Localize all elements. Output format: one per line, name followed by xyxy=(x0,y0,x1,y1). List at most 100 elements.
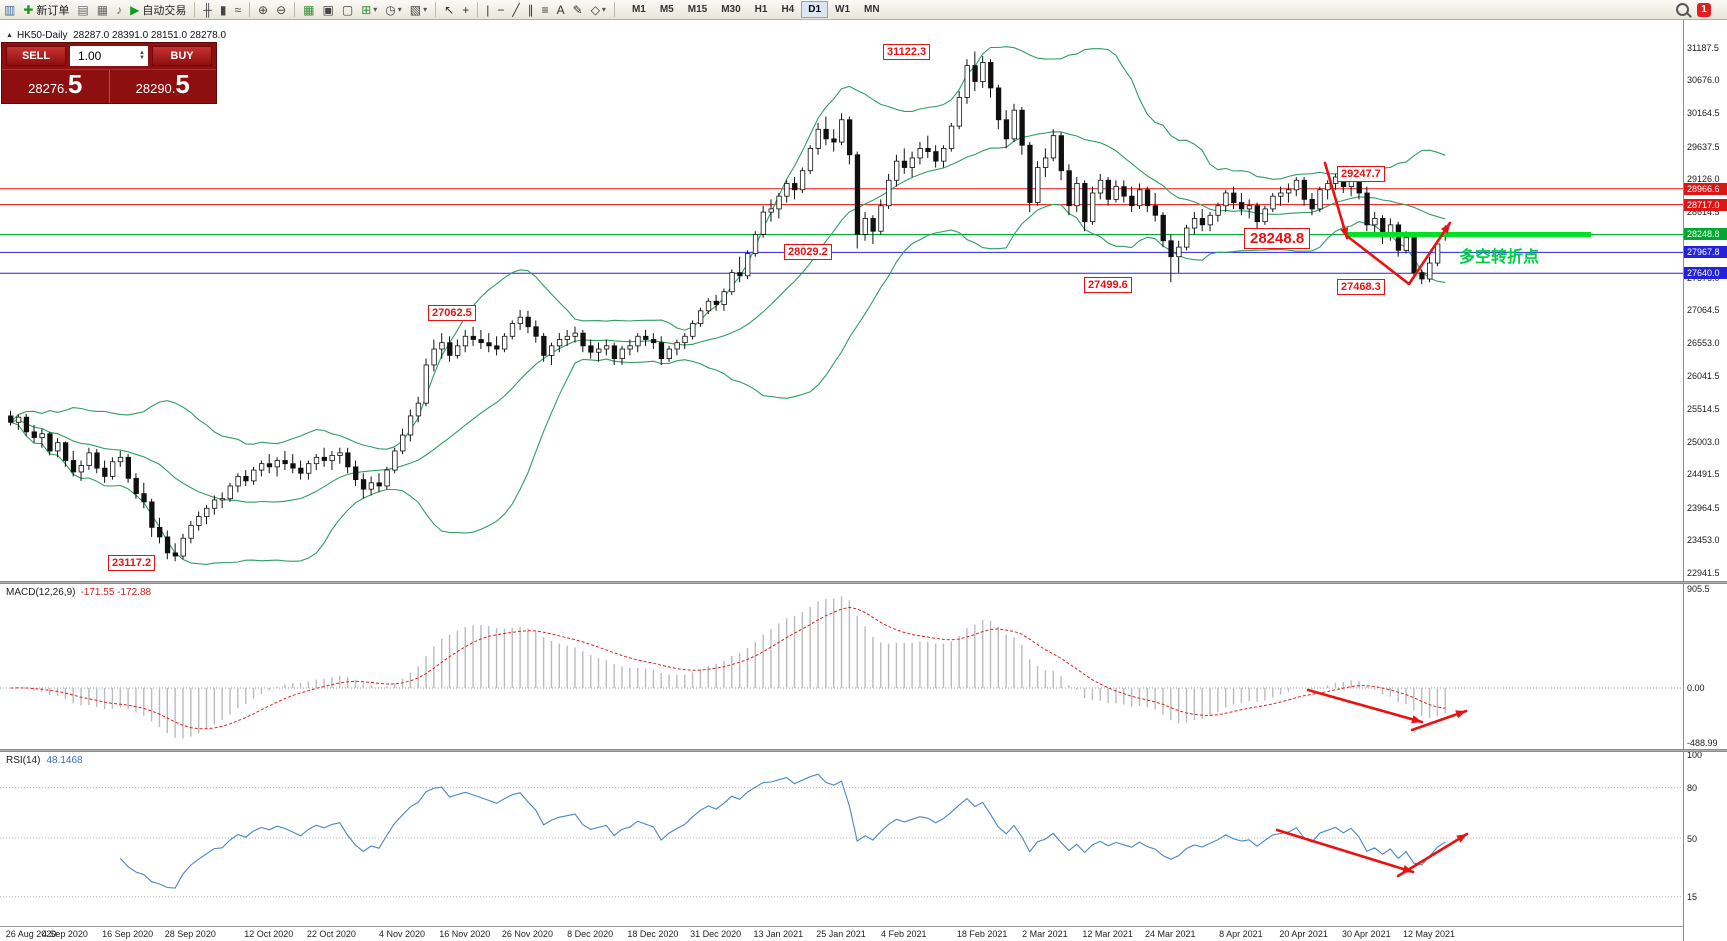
fibonacci-icon[interactable]: ≡ xyxy=(538,1,553,19)
label-icon[interactable]: ✎ xyxy=(569,1,587,19)
vertical-line-icon[interactable]: | xyxy=(482,1,493,19)
text-icon[interactable]: A xyxy=(553,1,569,19)
price-tick: 28614.5 xyxy=(1687,206,1720,217)
chart-symbol-icon[interactable]: ▥ xyxy=(0,1,19,19)
price-callout[interactable]: 28248.8 xyxy=(1244,228,1311,249)
autotrade-button[interactable]: ▶ 自动交易 xyxy=(126,1,190,19)
tile-windows-icon[interactable]: ▦ xyxy=(299,1,318,19)
toolbar-buttons: ▥ ✚ 新订单 ▤ ▦ ♪ ▶ 自动交易 ╫ ▮ ≈ ⊕ ⊖ ▦ ▣ ▢ ⊞ ▾ ◷ ▾ ▧ ▾ ↖ + | − ╱ ∥ ≡ A ✎ ◇ ▾ xyxy=(0,0,619,19)
date-label: 28 Sep 2020 xyxy=(164,929,216,939)
timeframe-d1[interactable]: D1 xyxy=(801,1,829,18)
rsi-panel[interactable] xyxy=(0,752,1683,926)
macd-panel[interactable] xyxy=(0,584,1683,749)
date-label: 20 Apr 2021 xyxy=(1279,929,1328,939)
timeframe-h4[interactable]: H4 xyxy=(781,4,795,15)
templates-button-glyph: ▧ xyxy=(409,2,422,17)
rsi-tick: 80 xyxy=(1687,783,1698,794)
crosshair-icon-glyph: + xyxy=(462,2,470,17)
timeframe-mn[interactable]: MN xyxy=(864,4,880,15)
vertical-line-icon-glyph: | xyxy=(486,2,490,17)
buy-price[interactable]: 28290.5 xyxy=(108,70,217,103)
sell-price[interactable]: 28276.5 xyxy=(28,69,83,99)
timeframe-m1[interactable]: M1 xyxy=(631,4,646,15)
search-icon[interactable] xyxy=(1676,3,1689,16)
date-label: 25 Jan 2021 xyxy=(816,929,866,939)
panel-separator[interactable] xyxy=(0,749,1727,752)
crosshair-icon[interactable]: + xyxy=(458,1,473,19)
periods-button[interactable]: ◷ ▾ xyxy=(381,1,406,19)
profiles-icon-glyph: ▦ xyxy=(96,2,109,17)
timeframe-m5[interactable]: M5 xyxy=(659,4,674,15)
autotrade-button-glyph: ▶ xyxy=(130,2,140,17)
price-tick: 29126.0 xyxy=(1687,174,1720,185)
price-tick: 23964.5 xyxy=(1687,502,1720,513)
arrange-windows-icon-glyph: ▢ xyxy=(341,2,354,17)
price-callout[interactable]: 29247.7 xyxy=(1337,166,1385,182)
trendline-icon-glyph: ╱ xyxy=(512,2,520,17)
zoom-out-icon[interactable]: ⊖ xyxy=(272,1,290,19)
line-price-label: 28248.8 xyxy=(1684,228,1727,241)
price-tick: 24491.5 xyxy=(1687,469,1720,480)
profiles-icon[interactable]: ▦ xyxy=(93,1,112,19)
panel-separator[interactable] xyxy=(0,581,1727,584)
arrange-windows-icon[interactable]: ▢ xyxy=(338,1,357,19)
rsi-indicator-label: RSI(14) 48.1468 xyxy=(6,755,83,766)
cascade-windows-icon[interactable]: ▣ xyxy=(319,1,338,19)
trendline-icon[interactable]: ╱ xyxy=(508,1,523,19)
collapse-triangle-icon[interactable]: ▲ xyxy=(6,32,13,39)
horizontal-line-icon[interactable]: − xyxy=(493,1,508,19)
cursor-icon[interactable]: ↖ xyxy=(440,1,458,19)
volume-input[interactable]: 1.00 ▲ ▼ xyxy=(70,46,148,66)
channel-icon[interactable]: ∥ xyxy=(524,1,538,19)
zoom-in-icon[interactable]: ⊕ xyxy=(254,1,272,19)
line-chart-icon[interactable]: ≈ xyxy=(230,1,245,19)
date-label: 12 Mar 2021 xyxy=(1082,929,1133,939)
price-callout[interactable]: 27468.3 xyxy=(1337,279,1385,295)
timeframe-h1[interactable]: H1 xyxy=(754,4,768,15)
date-label: 2 Mar 2021 xyxy=(1022,929,1068,939)
timeframe-m30[interactable]: M30 xyxy=(721,4,741,15)
zoom-out-icon-glyph: ⊖ xyxy=(276,2,287,17)
price-tick: 27064.5 xyxy=(1687,305,1720,316)
horizontal-line-icon-glyph: − xyxy=(497,2,505,17)
autotrade-button-label: 自动交易 xyxy=(142,4,187,17)
price-chart[interactable] xyxy=(0,20,1683,581)
price-callout[interactable]: 23117.2 xyxy=(108,555,156,571)
candlestick-chart-icon[interactable]: ▮ xyxy=(216,1,231,19)
bar-chart-icon-glyph: ╫ xyxy=(203,2,212,17)
caret-down-icon: ▾ xyxy=(373,5,378,14)
price-tick: 31187.5 xyxy=(1687,42,1719,53)
timeframe-w1[interactable]: W1 xyxy=(835,4,851,15)
buy-button[interactable]: BUY xyxy=(152,46,212,66)
toolbar-separator xyxy=(194,2,196,17)
sell-button[interactable]: SELL xyxy=(6,46,66,66)
price-callout[interactable]: 27499.6 xyxy=(1084,277,1132,293)
timeframe-m15[interactable]: M15 xyxy=(687,4,708,15)
volume-spinner-icon[interactable]: ▲ ▼ xyxy=(139,50,145,61)
shapes-button[interactable]: ◇ ▾ xyxy=(587,1,610,19)
price-callout[interactable]: 28029.2 xyxy=(784,244,832,260)
new-order-button[interactable]: ✚ 新订单 xyxy=(19,1,73,19)
fibonacci-icon-glyph: ≡ xyxy=(541,2,549,17)
volume-value: 1.00 xyxy=(78,49,102,63)
indicators-button[interactable]: ⊞ ▾ xyxy=(357,1,381,19)
toolbar-right: 1 xyxy=(1676,2,1711,17)
annotation-text[interactable]: 多空转折点 xyxy=(1459,249,1540,266)
macd-tick: 0.00 xyxy=(1687,683,1705,694)
one-click-trading-panel: SELL 1.00 ▲ ▼ BUY 28276.5 28290.5 xyxy=(1,42,217,104)
alerts-icon[interactable]: ♪ xyxy=(112,1,126,19)
notification-badge[interactable]: 1 xyxy=(1697,2,1711,17)
line-price-label: 27967.8 xyxy=(1684,246,1727,259)
channel-icon-glyph: ∥ xyxy=(527,2,534,17)
chart-window-icon[interactable]: ▤ xyxy=(73,1,92,19)
new-order-button-label: 新订单 xyxy=(36,4,70,17)
price-tick: 25514.5 xyxy=(1687,404,1720,415)
rsi-tick: 15 xyxy=(1687,892,1698,903)
toolbar-separator xyxy=(477,2,479,17)
price-callout[interactable]: 27062.5 xyxy=(428,305,476,321)
caret-down-icon: ▾ xyxy=(423,5,428,14)
bar-chart-icon[interactable]: ╫ xyxy=(199,1,216,19)
templates-button[interactable]: ▧ ▾ xyxy=(406,1,431,19)
price-callout[interactable]: 31122.3 xyxy=(883,44,931,60)
